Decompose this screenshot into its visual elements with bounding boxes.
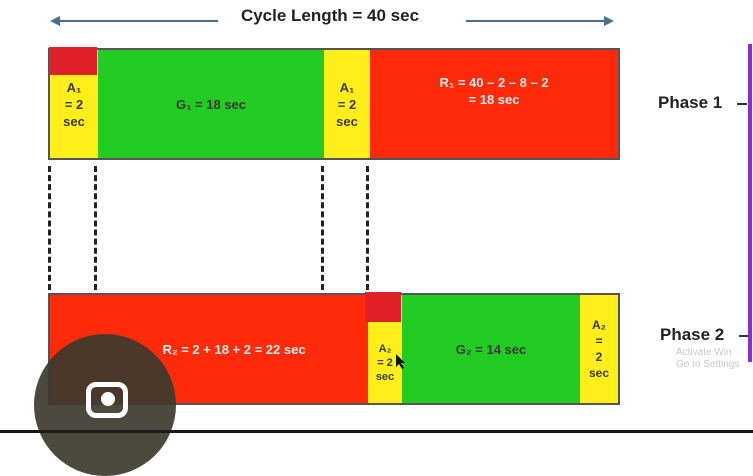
phase2-green: G₂ = 14 sec <box>402 295 580 403</box>
phase1-red-label: R₁ = 40 – 2 – 8 – 2 = 18 sec <box>439 75 549 107</box>
dash-line-4 <box>366 166 369 290</box>
bottom-bar <box>0 430 753 433</box>
phase1-bar: A₁ = 2 sec G₁ = 18 sec A₁ = 2 sec R₁ = 4… <box>48 48 620 160</box>
phase2-amber-end: A₂ = 2 sec <box>580 295 618 403</box>
dash-line-2 <box>94 166 97 290</box>
phase1-label: Phase 1 <box>658 93 723 112</box>
phase2-red-label: R₂ = 2 + 18 + 2 = 22 sec <box>162 341 306 357</box>
phase2-amber-end-label: A₂ = 2 sec <box>588 318 610 380</box>
phase1-green: G₁ = 18 sec <box>98 50 324 158</box>
activate-watermark: Activate Win Go to Settings <box>676 347 740 370</box>
cycle-arrow-right <box>466 16 614 26</box>
lens-camera-icon[interactable] <box>86 382 128 418</box>
cursor-arrow-icon <box>396 354 405 369</box>
phase2-tick <box>739 335 749 337</box>
phase1-amber-end: A₁ = 2 sec <box>324 50 370 158</box>
cycle-length-title: Cycle Length = 40 sec <box>240 6 420 25</box>
phase1-red: R₁ = 40 – 2 – 8 – 2 = 18 sec <box>370 50 618 158</box>
phase1-tick <box>737 103 747 105</box>
dash-line-1 <box>48 166 51 290</box>
phase2-green-label: G₂ = 14 sec <box>455 341 527 357</box>
dash-line-3 <box>321 166 324 290</box>
timeline-bar <box>748 44 752 362</box>
phase2-amber-start-label: A₂ = 2 sec <box>375 343 395 383</box>
lens-camera-dot-icon <box>101 392 115 406</box>
phase1-start-marker <box>49 47 97 75</box>
phase2-label: Phase 2 <box>660 325 725 344</box>
cycle-arrow-left <box>50 16 218 26</box>
phase1-amber-start-label: A₁ = 2 sec <box>63 79 85 129</box>
phase1-green-label: G₁ = 18 sec <box>175 96 247 112</box>
phase1-amber-end-label: A₁ = 2 sec <box>336 79 358 129</box>
phase2-start-marker <box>365 292 401 322</box>
